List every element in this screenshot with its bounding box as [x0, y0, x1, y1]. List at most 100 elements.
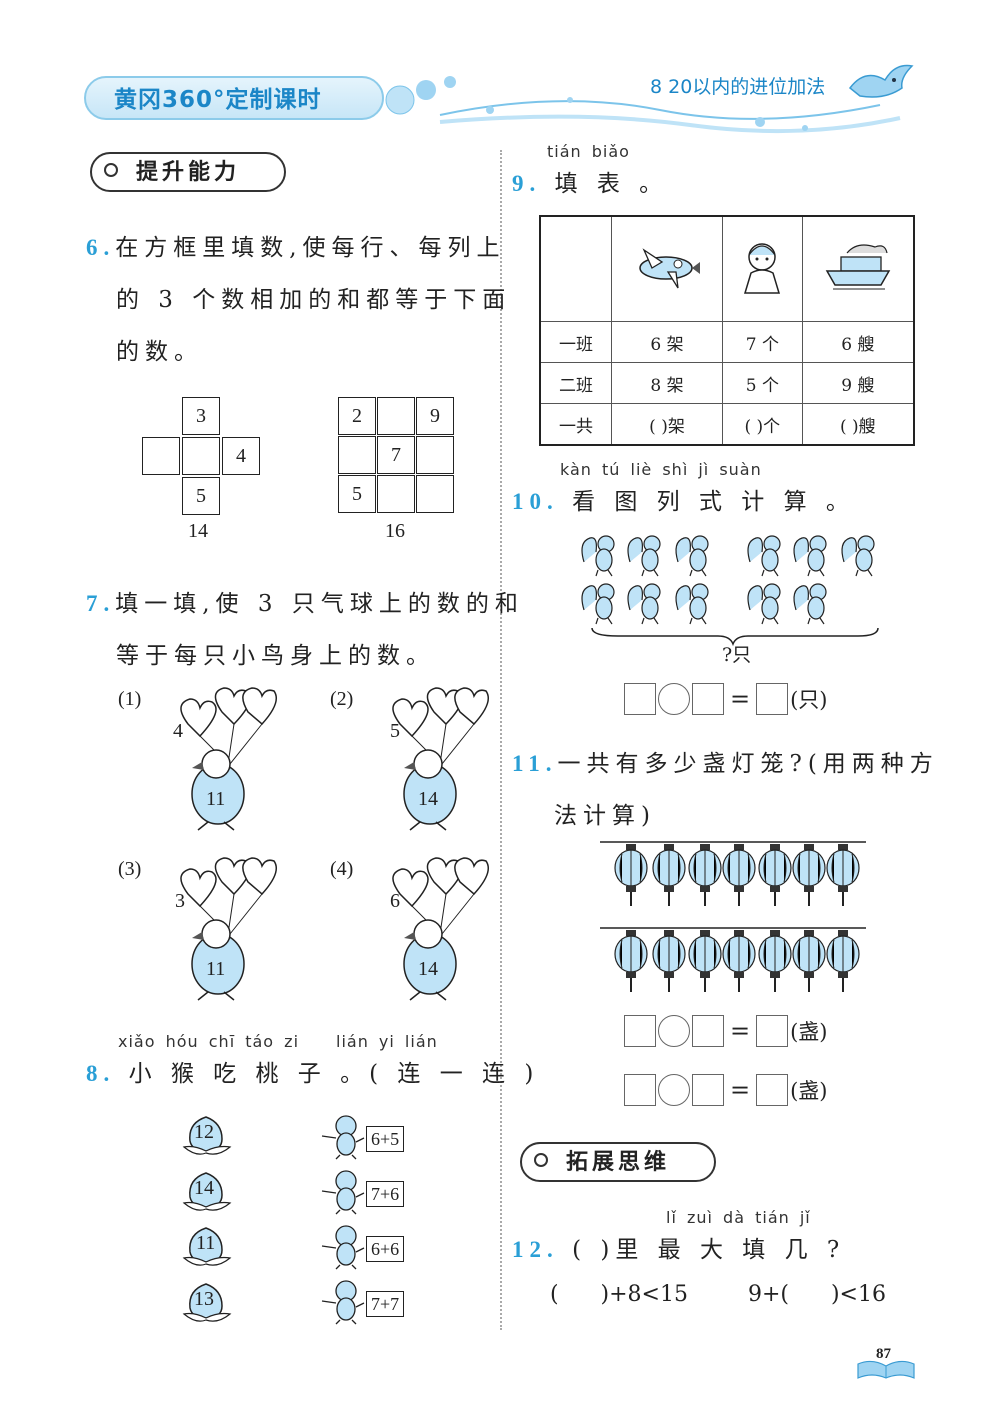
airplane-icon [639, 247, 700, 288]
monkey-expression: 7+7 [366, 1291, 405, 1317]
monkey-item[interactable]: 7+7 [318, 1277, 428, 1325]
monkey-item[interactable]: 6+6 [318, 1222, 428, 1270]
grid2-cell-r2c2: 7 [377, 436, 415, 474]
unit-label: (盏) [790, 1020, 828, 1044]
q9: 9. 填 表 。 [512, 164, 668, 198]
q12: 12. ( )里 最 大 填 几 ? [512, 1230, 845, 1264]
grid2-cell-r3c1: 5 [338, 475, 376, 513]
chapter-title: 8 20以内的进位加法 [650, 76, 826, 98]
answer-box[interactable] [692, 1015, 724, 1047]
q11-equation-1: = (盏) [624, 1015, 828, 1047]
q10-pinyin: kàn tú liè shì jì suàn [560, 460, 762, 479]
grid1-cell-bottom: 5 [182, 477, 220, 515]
equals-sign: = [730, 1017, 751, 1045]
q12-expr-1[interactable]: ( )+8<15 [550, 1282, 688, 1307]
q10-number: 10. [512, 489, 559, 514]
q6-line2: 的 3 个数相加的和都等于下面 [116, 287, 512, 313]
grid2-cell-r1c2[interactable] [377, 397, 415, 435]
airplane-header [611, 215, 723, 322]
grid1-cell-left[interactable] [142, 437, 180, 475]
ship-icon [825, 244, 891, 290]
answer-box[interactable] [624, 1074, 656, 1106]
q12-pinyin: lǐ zuì dà tián jǐ [666, 1208, 811, 1227]
operator-circle[interactable] [658, 1074, 690, 1106]
q6-line1: 在方框里填数,使每行、每列上 [115, 235, 506, 261]
q9-pinyin: tián biǎo [547, 142, 630, 161]
q11-equation-2: = (盏) [624, 1074, 828, 1106]
table-cell: 6 架 [611, 321, 723, 363]
bird-number: 14 [418, 788, 438, 810]
bird-number: 11 [206, 788, 226, 810]
answer-cell[interactable]: ( )个 [721, 403, 803, 446]
balloon-number: 5 [390, 720, 400, 742]
column-divider [500, 150, 502, 1330]
monkey-item[interactable]: 6+5 [318, 1112, 428, 1160]
equals-sign: = [730, 685, 751, 713]
answer-box[interactable] [756, 1074, 789, 1106]
q12-expr-2[interactable]: 9+( )<16 [748, 1282, 886, 1307]
brand-banner: 黄冈360°定制课时 [84, 76, 384, 120]
bird-number: 14 [418, 958, 438, 980]
q11: 11.一共有多少盏灯笼?(用两种方 法计算) [512, 738, 939, 842]
peach-icon [182, 1283, 232, 1322]
peach-item[interactable]: 14 [178, 1169, 234, 1213]
balloon-number: 3 [175, 890, 185, 912]
bird-with-balloons-icon [392, 857, 489, 1001]
peach-item[interactable]: 11 [178, 1224, 234, 1268]
table-cell: 9 艘 [801, 362, 915, 404]
answer-cell[interactable]: ( )艘 [801, 403, 915, 446]
grid2-cell-r2c3[interactable] [416, 436, 454, 474]
answer-cell[interactable]: ( )架 [611, 403, 723, 446]
table-cell: 5 个 [721, 362, 803, 404]
answer-box[interactable] [624, 1015, 656, 1047]
q9-table: 一班 6 架 7 个 6 艘 二班 8 架 5 个 9 艘 一共 ( )架 ( … [539, 215, 915, 446]
grid1-cell-center[interactable] [182, 437, 220, 475]
doll-header [721, 215, 803, 322]
peach-icon [182, 1227, 232, 1266]
monkey-expression: 6+5 [366, 1126, 405, 1152]
page-number: 87 [876, 1346, 891, 1362]
monkey-icon [321, 1225, 365, 1270]
operator-circle[interactable] [658, 683, 690, 715]
answer-box[interactable] [692, 1074, 724, 1106]
table-cell: 7 个 [721, 321, 803, 363]
answer-box[interactable] [624, 683, 656, 715]
answer-box[interactable] [756, 683, 789, 715]
q11-line1: 一共有多少盏灯笼?(用两种方 [557, 751, 939, 777]
row-label: 一班 [539, 321, 612, 363]
q8-number: 8. [86, 1061, 116, 1086]
grid2-cell-r3c3[interactable] [416, 475, 454, 513]
peach-number: 12 [194, 1121, 214, 1143]
balloon-number: 4 [173, 720, 183, 742]
monkey-expression: 6+6 [366, 1236, 405, 1262]
q7-line1: 填一填,使 3 只气球上的数的和 [115, 591, 524, 617]
peach-icon [182, 1116, 232, 1155]
monkey-expression: 7+6 [366, 1181, 405, 1207]
answer-box[interactable] [692, 683, 724, 715]
grid1-cell-top: 3 [182, 397, 220, 435]
item-label: (3) [118, 858, 142, 880]
operator-circle[interactable] [658, 1015, 690, 1047]
peach-item[interactable]: 13 [178, 1280, 234, 1324]
doll-icon [744, 242, 781, 294]
q12-number: 12. [512, 1237, 559, 1262]
q10-text: 看 图 列 式 计 算 。 [572, 489, 855, 515]
q7: 7.填一填,使 3 只气球上的数的和 等于每只小鸟身上的数。 [86, 578, 524, 682]
grid2-sum: 16 [385, 520, 405, 542]
item-label: (2) [330, 688, 354, 710]
table-corner [539, 215, 612, 322]
monkey-item[interactable]: 7+6 [318, 1167, 428, 1215]
bird-number: 11 [206, 958, 226, 980]
q6-number: 6. [86, 235, 116, 260]
q7-line2: 等于每只小鸟身上的数。 [116, 643, 435, 669]
balloon-number: 6 [390, 890, 400, 912]
monkey-icon [321, 1115, 365, 1160]
q11-number: 11. [512, 751, 558, 776]
peach-item[interactable]: 12 [178, 1113, 234, 1157]
grid2-cell-r2c1[interactable] [338, 436, 376, 474]
brace-label: ?只 [722, 644, 752, 666]
peach-icon [182, 1172, 232, 1211]
answer-box[interactable] [756, 1015, 789, 1047]
grid2-cell-r3c2[interactable] [377, 475, 415, 513]
section-improve: 提升能力 [90, 152, 286, 192]
